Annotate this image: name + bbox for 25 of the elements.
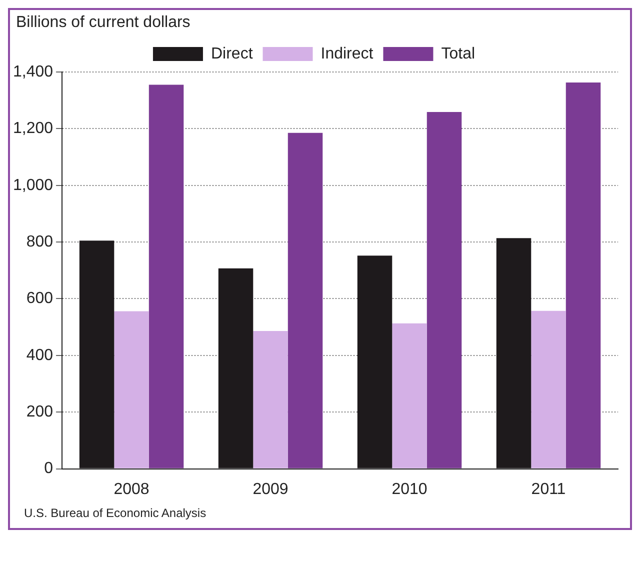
x-tick-label: 2009 xyxy=(252,480,288,498)
text: U.S. Bureau of Economic Analysis xyxy=(23,505,208,522)
bar xyxy=(426,112,462,468)
bar xyxy=(253,331,288,468)
y-tick-label: 1,200 xyxy=(12,120,54,138)
y-axis-title: Billions of current dollars xyxy=(15,13,192,32)
legend-label: Direct xyxy=(210,45,254,62)
bar xyxy=(288,132,323,468)
y-tick-label: 1,400 xyxy=(12,63,54,80)
bar xyxy=(566,82,601,468)
legend-label: Total xyxy=(441,45,476,62)
y-tick-label: 1,000 xyxy=(12,176,54,194)
y-tick-label: 0 xyxy=(44,460,54,478)
legend-label: Indirect xyxy=(320,45,374,62)
y-tick-label: 800 xyxy=(26,233,54,250)
y-tick-label: 600 xyxy=(26,290,54,308)
y-tick-label: 200 xyxy=(26,404,54,421)
y-tick-label: 400 xyxy=(26,346,54,364)
x-tick-label: 2011 xyxy=(531,480,566,498)
bar xyxy=(148,84,184,468)
x-tick-label: 2010 xyxy=(392,480,428,498)
bar xyxy=(114,311,149,468)
bar xyxy=(531,310,566,468)
x-tick-label: 2008 xyxy=(114,480,150,498)
bar xyxy=(392,323,427,468)
